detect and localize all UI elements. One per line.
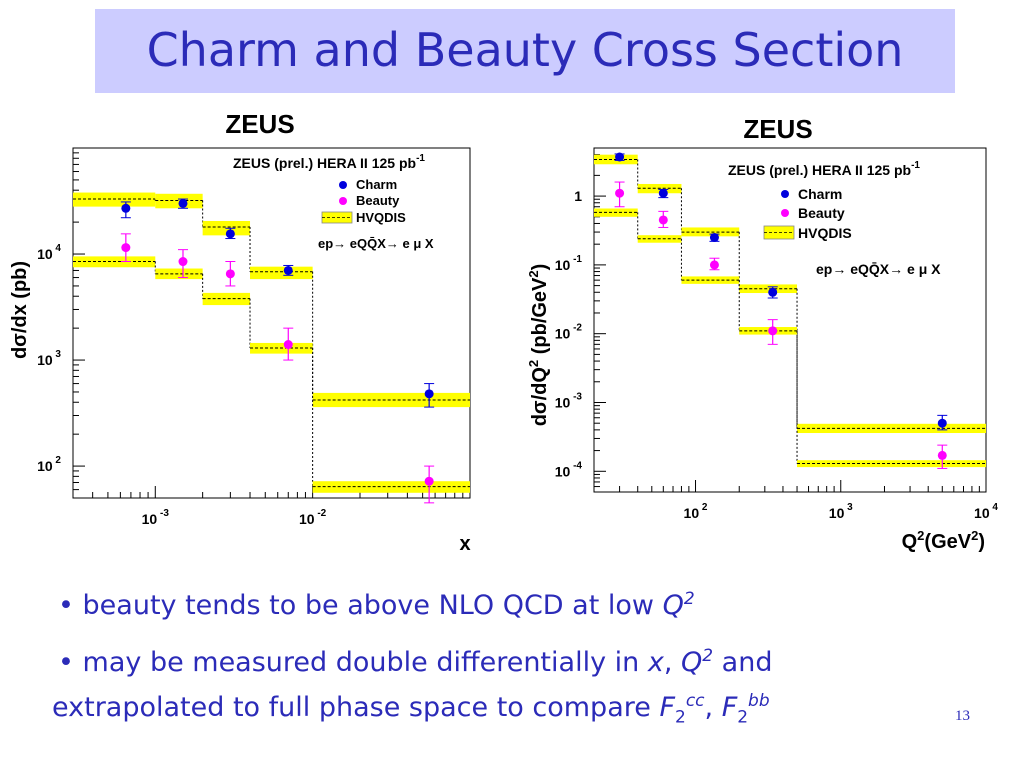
x-tick-label: 10 3 [829, 502, 853, 521]
hvqdis-beauty-band [312, 481, 470, 493]
beauty-point [424, 476, 434, 486]
bullet-2: • may be measured double differentially … [58, 646, 773, 678]
bullet-1: • beauty tends to be above NLO QCD at lo… [58, 589, 695, 621]
legend-hvqdis-label: HVQDIS [356, 210, 406, 225]
title-band: Charm and Beauty Cross Section [95, 9, 955, 93]
legend-beauty-label: Beauty [798, 205, 845, 221]
legend-charm-marker [781, 190, 789, 198]
beauty-point [615, 188, 625, 198]
hvqdis-beauty-band [155, 268, 203, 280]
plot-dsigma-dx: ZEUS dσ/dx (pb) x ZEUS (prel.) HERA II 1… [9, 109, 471, 555]
y-tick-label: 10 -4 [555, 460, 583, 479]
legend-header-sup: -1 [416, 153, 425, 164]
y-axis-label: dσ/dx (pb) [9, 261, 31, 359]
beauty-point [709, 260, 719, 270]
x-tick-label: 10 -3 [142, 508, 170, 527]
legend-beauty-marker [339, 197, 347, 205]
hvqdis-charm-band [312, 392, 470, 408]
zeus-logo: ZEUS [743, 114, 812, 144]
slide-number: 13 [955, 708, 970, 724]
legend-beauty-marker [781, 209, 789, 217]
legend-header-sup: -1 [911, 160, 920, 171]
x-tick-label: 10 -2 [299, 508, 327, 527]
y-tick-label: 10 -1 [555, 254, 583, 273]
beauty-point [178, 257, 188, 267]
hvqdis-beauty-band [797, 460, 986, 468]
legend-hvqdis-label: HVQDIS [798, 225, 852, 241]
y-tick-label: 1 [574, 188, 582, 204]
x-tick-label: 10 2 [684, 502, 708, 521]
y-tick-label: 10 4 [37, 243, 61, 262]
hvqdis-charm-band [739, 284, 798, 294]
beauty-point [937, 450, 947, 460]
legend-process: ep→ eQQ̄X→ e μ X [816, 260, 941, 277]
x-axis-label: Q2(GeV2) [902, 528, 985, 553]
legend-charm-label: Charm [798, 186, 842, 202]
y-tick-label: 10 2 [37, 455, 61, 474]
beauty-point [225, 269, 235, 279]
beauty-point [768, 326, 778, 336]
legend-charm-marker [339, 181, 347, 189]
hvqdis-charm-band [250, 266, 313, 280]
x-tick-label: 10 4 [974, 502, 998, 521]
hvqdis-charm-band [155, 193, 203, 209]
charm-point [768, 287, 778, 297]
legend-header: ZEUS (prel.) HERA II 125 pb [233, 155, 416, 171]
svg-text:ZEUS (prel.) HERA II 125 pb-1: ZEUS (prel.) HERA II 125 pb-1 [233, 153, 425, 171]
legend-process: ep→ eQQ̄X→ e μ X [318, 236, 434, 251]
legend-beauty-label: Beauty [356, 193, 400, 208]
hvqdis-beauty-band [739, 327, 798, 335]
beauty-point [658, 215, 668, 225]
bullet-list: • beauty tends to be above NLO QCD at lo… [52, 580, 955, 736]
charm-point [121, 203, 131, 213]
hvqdis-charm-band [73, 192, 156, 207]
legend: ZEUS (prel.) HERA II 125 pb-1 Charm Beau… [233, 153, 434, 251]
x-axis-label: x [459, 533, 470, 555]
hvqdis-charm-band [797, 423, 986, 434]
legend-charm-label: Charm [356, 177, 397, 192]
beauty-point [283, 340, 293, 350]
y-tick-label: 10 -2 [555, 323, 583, 342]
charm-point [658, 188, 668, 198]
legend: ZEUS (prel.) HERA II 125 pb-1 Charm Beau… [728, 160, 941, 277]
charm-point [424, 389, 434, 399]
charm-point [283, 265, 293, 275]
hvqdis-charm-band [681, 227, 740, 237]
charm-point [225, 229, 235, 239]
y-axis-label: dσ/dQ2 (pb/GeV2) [526, 264, 551, 427]
legend-header: ZEUS (prel.) HERA II 125 pb [728, 162, 911, 178]
charm-point [709, 233, 719, 243]
plot-frame [593, 147, 987, 493]
charm-point [615, 152, 625, 162]
charm-point [937, 418, 947, 428]
hvqdis-beauty-band [202, 292, 251, 306]
bullet-2-continued: extrapolated to full phase space to comp… [52, 691, 770, 728]
beauty-point [121, 243, 131, 253]
zeus-logo: ZEUS [225, 109, 294, 139]
charm-point [178, 198, 188, 208]
y-tick-label: 10 3 [37, 349, 61, 368]
hvqdis-beauty-band [681, 276, 740, 284]
y-tick-label: 10 -3 [555, 391, 583, 410]
slide-title: Charm and Beauty Cross Section [146, 23, 904, 77]
plot-dsigma-dq2: ZEUS dσ/dQ2 (pb/GeV2) Q2(GeV2) ZEUS (pre… [526, 114, 998, 553]
svg-text:ZEUS (prel.) HERA II 125 pb-1: ZEUS (prel.) HERA II 125 pb-1 [728, 160, 920, 178]
